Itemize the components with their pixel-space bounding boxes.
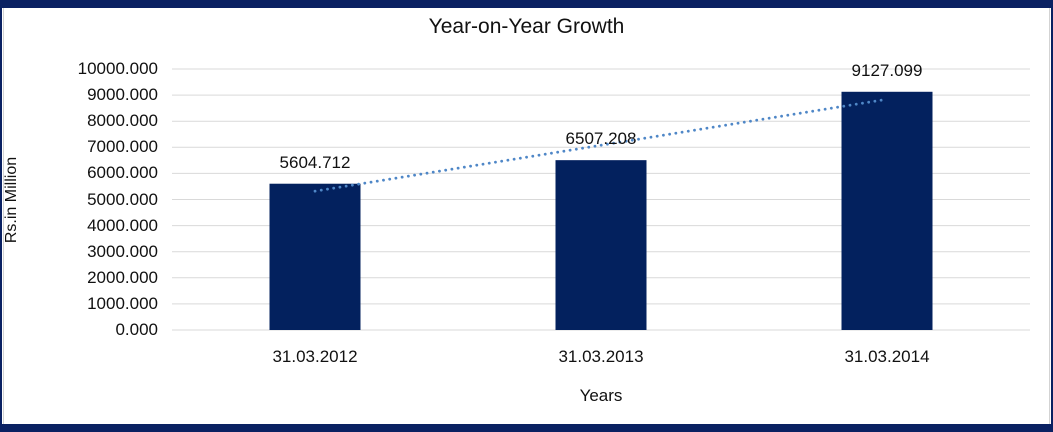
bottom-frame-strip [0, 424, 1053, 432]
bar [269, 183, 361, 330]
right-frame-edge [1051, 0, 1053, 432]
chart-title: Year-on-Year Growth [428, 15, 625, 38]
bar [555, 160, 647, 330]
top-frame-strip [0, 0, 1053, 8]
trendline [313, 97, 889, 193]
bar [841, 91, 933, 330]
left-frame-edge [0, 0, 2, 432]
